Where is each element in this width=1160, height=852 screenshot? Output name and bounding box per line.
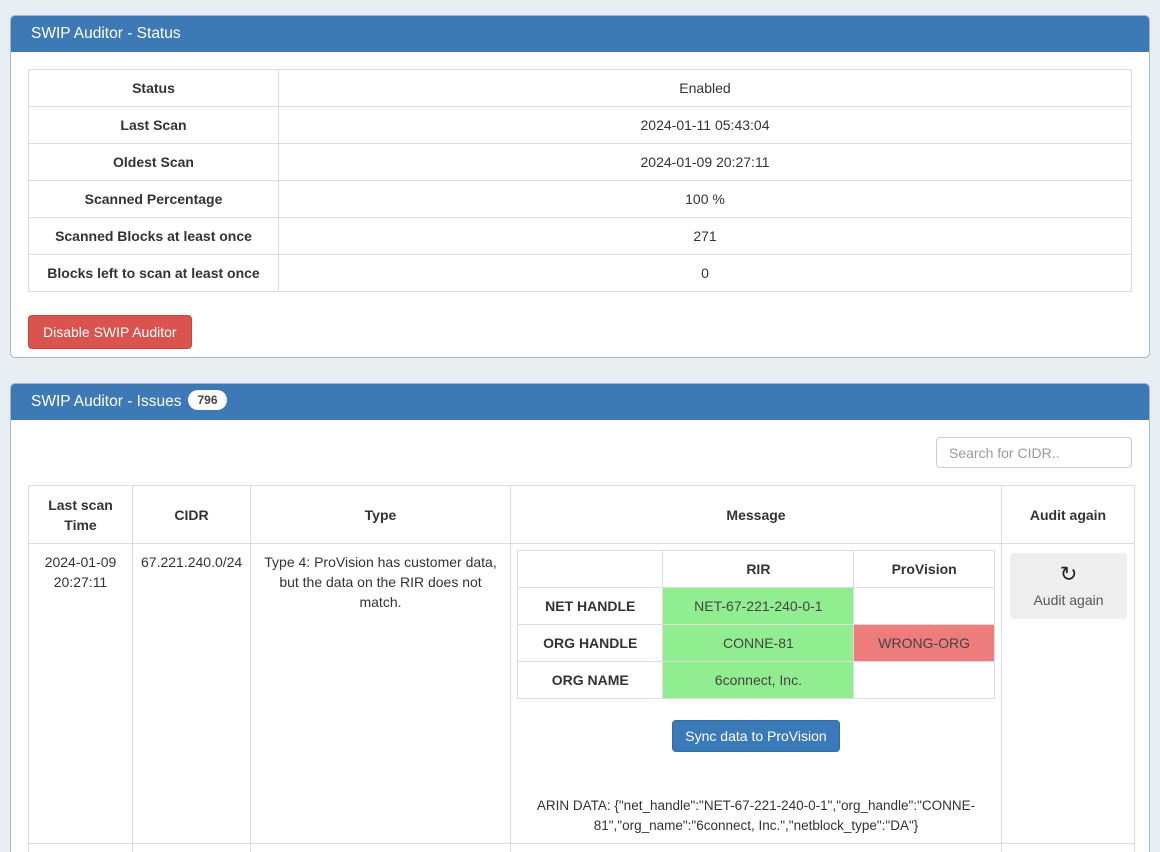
header-type: Type [250,485,511,544]
status-row: Scanned Percentage 100 % [28,180,1132,218]
status-row-value: 2024-01-11 05:43:04 [278,106,1132,144]
status-table: Status Enabled Last Scan 2024-01-11 05:4… [28,69,1132,292]
issue-row: 2024-01-09 20:27:11 67.221.240.0/24 Type… [28,543,1135,844]
audit-again-label: Audit again [1033,592,1104,608]
status-panel-body: Status Enabled Last Scan 2024-01-11 05:4… [11,52,1149,366]
status-row: Status Enabled [28,69,1132,107]
issue-last-scan-time: 2024-01-09 20:27:11 [28,543,133,844]
issues-panel: SWIP Auditor - Issues 796 Last scan Time … [10,383,1150,852]
issues-panel-title: SWIP Auditor - Issues [31,393,182,410]
status-row-label: Scanned Blocks at least once [28,217,279,255]
status-row-label: Last Scan [28,106,279,144]
status-panel-title: SWIP Auditor - Status [31,25,181,42]
arin-data-text: ARIN DATA: {"net_handle":"NET-67-221-240… [536,798,976,834]
compare-row-org-name: ORG NAME 6connect, Inc. [516,661,995,699]
refresh-icon: ↻ [1059,563,1078,586]
compare-header-row: RIR ProVision [516,550,995,588]
status-row: Last Scan 2024-01-11 05:43:04 [28,106,1132,144]
issues-table-header-row: Last scan Time CIDR Type Message Audit a… [28,485,1135,544]
issue-row-partial [28,842,1135,852]
issue-audit-cell: ↻ Audit again [1001,543,1135,844]
status-row-value: 2024-01-09 20:27:11 [278,143,1132,181]
compare-provision-value [853,661,995,699]
status-row-value: 0 [278,254,1132,292]
issue-type: Type 4: ProVision has customer data, but… [250,543,511,844]
cidr-search-input[interactable] [936,437,1132,468]
issues-count-badge: 796 [188,390,227,410]
compare-header-blank [516,550,664,588]
header-message: Message [510,485,1002,544]
header-audit-again: Audit again [1001,485,1135,544]
issues-table: Last scan Time CIDR Type Message Audit a… [28,485,1135,852]
header-last-scan-time: Last scan Time [28,485,133,544]
compare-rir-value: 6connect, Inc. [662,661,855,699]
compare-provision-value: WRONG-ORG [853,624,995,662]
compare-field-label: ORG HANDLE [516,624,664,662]
compare-field-label: ORG NAME [516,661,664,699]
issue-message-cell: RIR ProVision NET HANDLE NET-67-221-240-… [510,543,1002,844]
status-row-value: 100 % [278,180,1132,218]
status-row: Blocks left to scan at least once 0 [28,254,1132,292]
compare-provision-value [853,587,995,625]
compare-header-rir: RIR [662,550,855,588]
issues-panel-header: SWIP Auditor - Issues 796 [11,384,1149,420]
compare-header-provision: ProVision [853,550,995,588]
compare-rir-value: CONNE-81 [662,624,855,662]
search-row [28,437,1132,468]
status-row-label: Blocks left to scan at least once [28,254,279,292]
status-panel-header: SWIP Auditor - Status [11,16,1149,52]
issue-cidr: 67.221.240.0/24 [132,543,251,844]
compare-row-org-handle: ORG HANDLE CONNE-81 WRONG-ORG [516,624,995,662]
status-row-value: 271 [278,217,1132,255]
status-row-value: Enabled [278,69,1132,107]
audit-again-button[interactable]: ↻ Audit again [1010,553,1127,619]
compare-field-label: NET HANDLE [516,587,664,625]
sync-data-to-provision-button[interactable]: Sync data to ProVision [672,720,840,752]
status-row-label: Scanned Percentage [28,180,279,218]
header-cidr: CIDR [132,485,251,544]
compare-row-net-handle: NET HANDLE NET-67-221-240-0-1 [516,587,995,625]
disable-swip-auditor-button[interactable]: Disable SWIP Auditor [28,315,192,349]
status-panel: SWIP Auditor - Status Status Enabled Las… [10,15,1150,358]
rir-provision-compare-table: RIR ProVision NET HANDLE NET-67-221-240-… [516,550,995,699]
status-row-label: Oldest Scan [28,143,279,181]
issues-panel-body: Last scan Time CIDR Type Message Audit a… [11,420,1149,852]
status-row-label: Status [28,69,279,107]
status-row: Scanned Blocks at least once 271 [28,217,1132,255]
status-row: Oldest Scan 2024-01-09 20:27:11 [28,143,1132,181]
compare-rir-value: NET-67-221-240-0-1 [662,587,855,625]
